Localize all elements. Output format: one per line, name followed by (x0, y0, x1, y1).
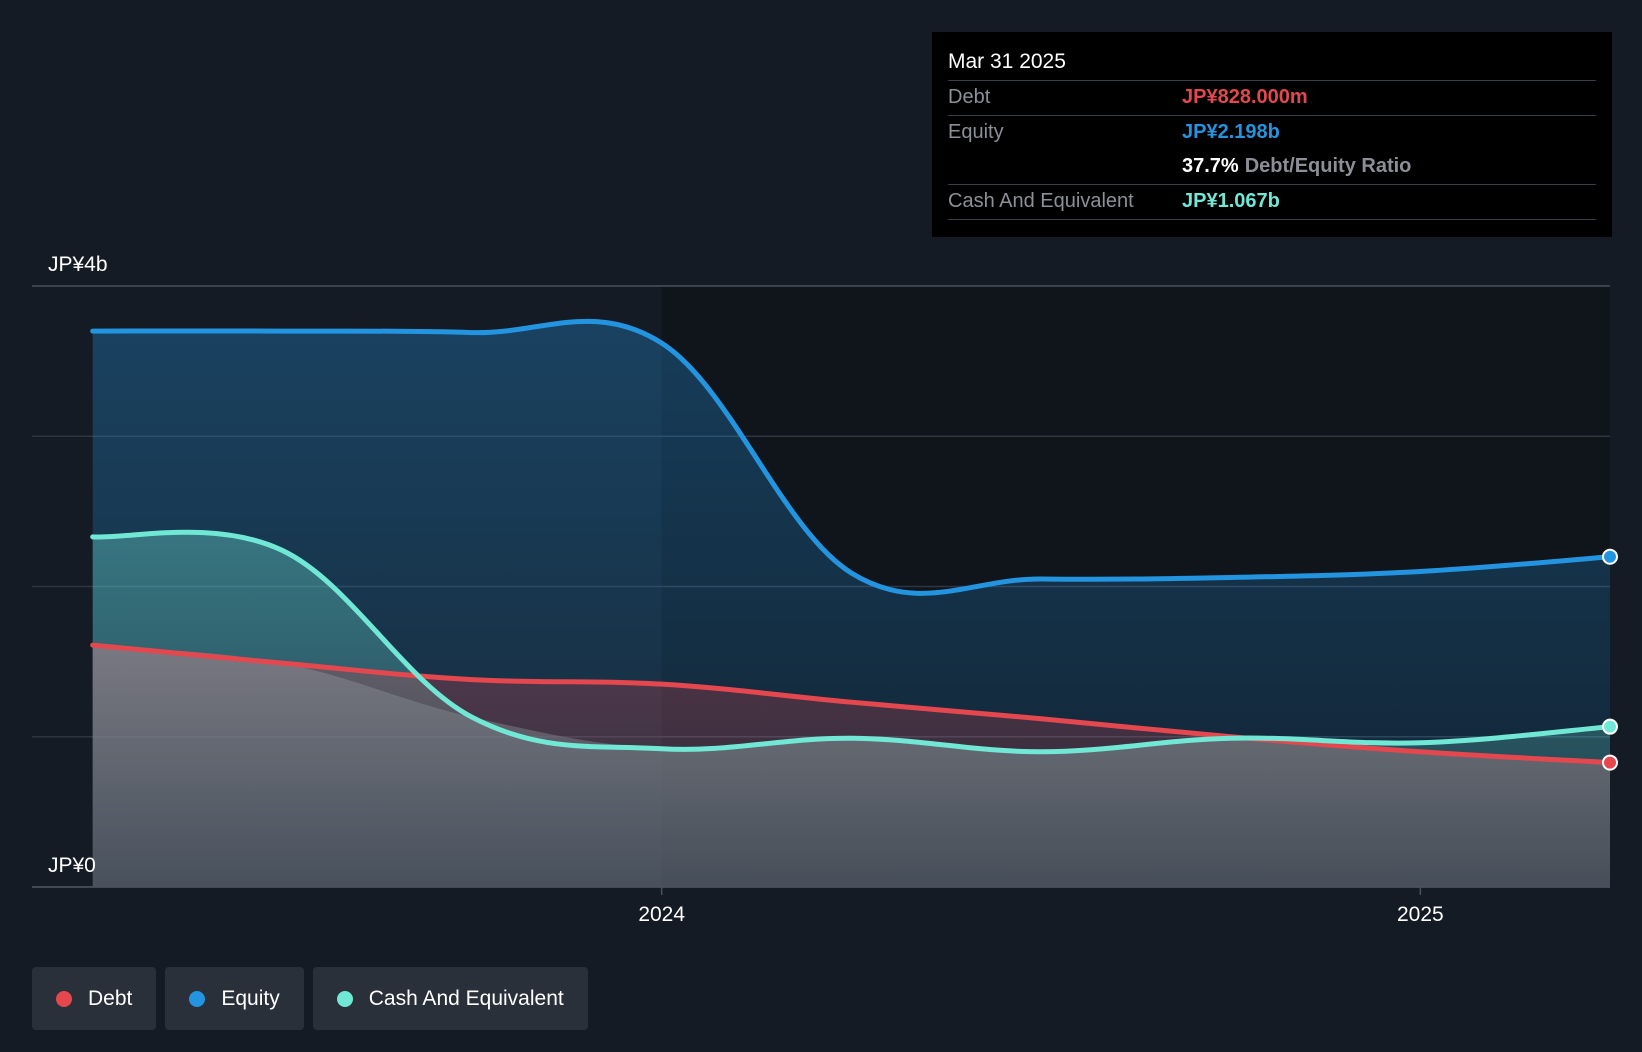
line-equity (90, 318, 1613, 596)
legend-item-debt[interactable]: Debt (32, 967, 157, 1030)
legend-equity-label: Equity (221, 986, 280, 1010)
x-tick-label-2024: 2024 (638, 903, 685, 926)
tooltip-date: Mar 31 2025 (948, 46, 1596, 81)
x-tick-label-2025: 2025 (1397, 903, 1444, 926)
tooltip-row-equity: Equity JP¥2.198b (948, 116, 1596, 150)
legend: Debt Equity Cash And Equivalent (32, 967, 588, 1030)
legend-item-equity[interactable]: Equity (165, 967, 304, 1030)
y-tick-label-0: JP¥0 (48, 854, 96, 877)
marker-debt (1602, 754, 1618, 771)
y-tick-label-4: JP¥4b (48, 253, 108, 276)
line-cash (90, 529, 1613, 755)
tooltip-debt-label: Debt (948, 86, 991, 108)
tooltip-debt-value: JP¥828.000m (1182, 86, 1308, 108)
line-debt (90, 642, 1613, 766)
tooltip-row-debt: Debt JP¥828.000m (948, 81, 1596, 116)
legend-debt-label: Debt (88, 986, 133, 1010)
tooltip-ratio-label: Debt/Equity Ratio (1244, 155, 1412, 177)
x-axis: 2024 2025 (32, 886, 1610, 926)
tooltip-equity-label: Equity (948, 121, 1004, 143)
tooltip-row-ratio: 37.7% Debt/Equity Ratio (948, 150, 1596, 185)
legend-item-cash[interactable]: Cash And Equivalent (312, 967, 588, 1030)
tooltip-equity-value: JP¥2.198b (1182, 121, 1280, 143)
equity-dot-icon (189, 990, 206, 1007)
debt-dot-icon (56, 990, 72, 1007)
series-areas (92, 321, 1611, 887)
area-base (92, 645, 1611, 887)
cash-dot-icon (336, 990, 353, 1007)
tooltip-row-cash: Cash And Equivalent JP¥1.067b (948, 185, 1596, 220)
tooltip-panel: Mar 31 2025 Debt JP¥828.000m Equity JP¥2… (932, 32, 1612, 237)
marker-cash (1602, 718, 1618, 735)
series-lines (90, 318, 1613, 766)
tooltip-ratio-value: 37.7% (1182, 155, 1239, 177)
tooltip-cash-label: Cash And Equivalent (948, 190, 1134, 212)
y-axis-labels: JP¥4b JP¥0 (48, 253, 108, 877)
series-end-markers (1602, 548, 1618, 771)
tooltip-cash-value: JP¥1.067b (1182, 190, 1280, 212)
marker-equity (1602, 548, 1618, 565)
legend-cash-label: Cash And Equivalent (368, 986, 564, 1010)
tooltip-ratio-spacer (948, 150, 1182, 184)
